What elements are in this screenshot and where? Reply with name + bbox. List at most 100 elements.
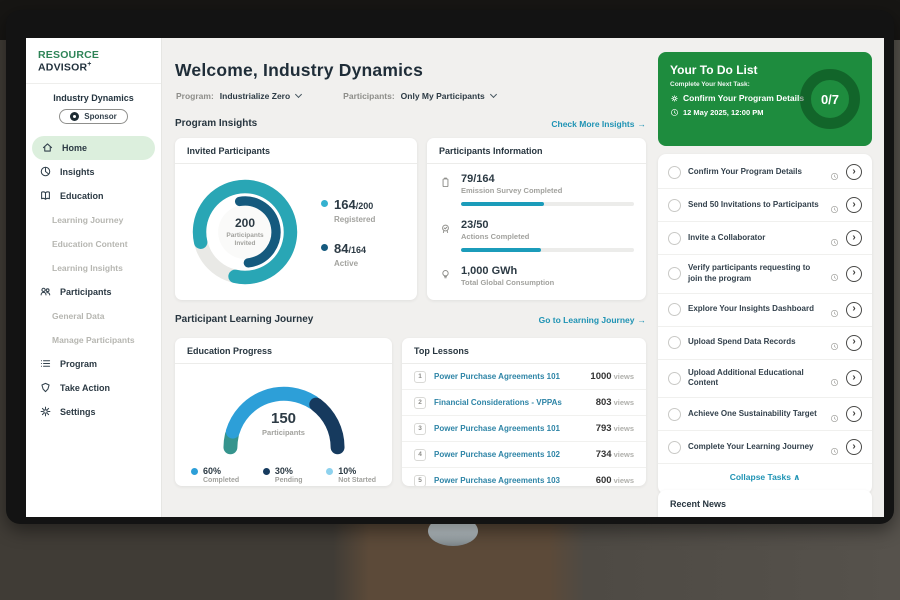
task-chevron-right-button[interactable]: › [846, 164, 862, 180]
gauge-center-value: 150 [270, 410, 297, 427]
task-chevron-right-button[interactable]: › [846, 439, 862, 456]
todo-due-date: 12 May 2025, 12:00 PM [683, 108, 764, 117]
task-label: Upload Spend Data Records [688, 337, 796, 347]
task-checkbox[interactable] [668, 165, 681, 179]
check-more-insights-link[interactable]: Check More Insights → [551, 118, 647, 129]
task-checkbox[interactable] [668, 198, 681, 212]
legend-label: Registered [334, 215, 376, 224]
learning-journey-header: Participant Learning Journey Go to Learn… [175, 314, 646, 325]
task-chevron-right-button[interactable]: › [846, 230, 862, 246]
task-chevron-right-button[interactable]: › [846, 334, 862, 351]
task-row-upload-additional-educational-content: Upload Additional Educational Content › [658, 360, 872, 399]
stat-total-global-consumption: 1,000 GWh Total Global Consumption [427, 256, 646, 289]
lesson-row: 3 Power Purchase Agreements 101 793 views [402, 416, 646, 442]
participants-information-card: Participants Information 79/164 Emission… [427, 138, 646, 300]
task-clock-icon [830, 234, 839, 246]
lesson-rank: 4 [414, 448, 426, 461]
page-title: Welcome, Industry Dynamics [175, 60, 424, 80]
go-to-learning-journey-link[interactable]: Go to Learning Journey → [538, 314, 646, 325]
home-icon [40, 141, 54, 155]
sidebar-item-manage-participants[interactable]: Manage Participants [26, 328, 161, 352]
program-icon [38, 357, 52, 371]
lesson-views: 803 views [595, 397, 634, 408]
todo-subtitle: Complete Your Next Task: [670, 81, 750, 88]
sidebar-item-program[interactable]: Program [26, 352, 161, 376]
lesson-row: 4 Power Purchase Agreements 102 734 views [402, 442, 646, 468]
lesson-link[interactable]: Financial Considerations - VPPAs [434, 398, 562, 407]
filter-bar: Program: Industrialize Zero Participants… [176, 90, 497, 101]
sidebar-item-label: Education Content [52, 238, 128, 249]
task-chevron-right-button[interactable]: › [846, 301, 862, 318]
legend-label: Pending [274, 477, 303, 484]
lesson-views: 734 views [595, 449, 634, 460]
legend-pct: 10% [338, 466, 357, 476]
todo-task-list: Confirm Your Program Details › Send 50 I… [658, 156, 872, 465]
legend-label: Active [334, 259, 359, 268]
filter-participants[interactable]: Participants: Only My Participants [343, 90, 497, 101]
stat-value: 1,000 GWh [461, 265, 518, 277]
take-action-icon [38, 381, 52, 395]
gear-icon [670, 94, 679, 103]
task-chevron-right-button[interactable]: › [846, 406, 862, 423]
sponsor-label: Sponsor [84, 111, 117, 121]
legend-total: /164 [348, 245, 366, 255]
insights-icon [38, 165, 52, 179]
sidebar-item-education[interactable]: Education [26, 184, 161, 208]
task-label: Verify participants requesting to join t… [688, 263, 811, 283]
sidebar-item-general-data[interactable]: General Data [26, 304, 161, 328]
education-progress-title: Education Progress [175, 338, 392, 364]
sidebar-item-home[interactable]: Home [32, 135, 155, 160]
legend-label: Completed [203, 477, 240, 484]
task-checkbox[interactable] [668, 267, 681, 281]
lesson-link[interactable]: Power Purchase Agreements 103 [434, 476, 560, 485]
task-row-confirm-your-program-details: Confirm Your Program Details › [658, 156, 872, 189]
sidebar-item-label: General Data [52, 310, 105, 321]
lesson-link[interactable]: Power Purchase Agreements 101 [434, 424, 560, 433]
sidebar-item-label: Take Action [60, 382, 111, 393]
task-checkbox[interactable] [668, 303, 681, 317]
task-chevron-right-button[interactable]: › [846, 265, 862, 282]
sidebar-item-label: Participants [60, 286, 112, 297]
sidebar-nav: Home Insights Education Learning Journey Edu… [26, 135, 161, 424]
legend-value: 164 [334, 197, 356, 212]
lesson-link[interactable]: Power Purchase Agreements 101 [434, 372, 560, 381]
task-checkbox[interactable] [668, 371, 681, 385]
gauge-legend-item-not-started: 10% Not Started [326, 466, 376, 484]
arrow-right-icon: → [637, 118, 647, 129]
sidebar: RESOURCE ADVISOR+ Industry Dynamics Spon… [26, 38, 162, 517]
todo-panel: Your To Do List Complete Your Next Task:… [658, 38, 872, 517]
stat-value: 23/50 [461, 219, 489, 231]
task-checkbox[interactable] [668, 231, 681, 245]
sidebar-item-take-action[interactable]: Take Action [26, 376, 161, 400]
lesson-views: 1000 views [590, 371, 634, 382]
bulb-icon [439, 268, 452, 281]
lesson-rank: 2 [414, 396, 426, 409]
sidebar-item-participants[interactable]: Participants [26, 280, 161, 304]
filter-program[interactable]: Program: Industrialize Zero [176, 90, 303, 101]
sidebar-item-learning-insights[interactable]: Learning Insights [26, 256, 161, 280]
task-checkbox[interactable] [668, 336, 681, 350]
invited-participants-title: Invited Participants [175, 138, 417, 164]
sidebar-item-label: Manage Participants [52, 334, 135, 345]
task-checkbox[interactable] [668, 407, 681, 421]
chevron-down-icon [489, 90, 497, 99]
task-clock-icon [830, 338, 839, 351]
task-checkbox[interactable] [668, 440, 681, 454]
task-chevron-right-button[interactable]: › [846, 197, 862, 213]
collapse-tasks-link[interactable]: Collapse Tasks ∧ [729, 472, 801, 483]
lesson-link[interactable]: Power Purchase Agreements 102 [434, 450, 560, 459]
program-insights-header: Program Insights Check More Insights → [175, 118, 646, 129]
stat-progress-bar [461, 202, 634, 206]
sponsor-badge[interactable]: Sponsor [59, 108, 128, 124]
top-lessons-list: 1 Power Purchase Agreements 101 1000 view… [402, 364, 646, 486]
sidebar-item-learning-journey[interactable]: Learning Journey [26, 208, 161, 232]
sidebar-item-education-content[interactable]: Education Content [26, 232, 161, 256]
sidebar-item-settings[interactable]: Settings [26, 400, 161, 424]
donut-legend-item-active: 84/164 Active [321, 240, 375, 268]
legend-dot-icon [262, 468, 270, 475]
sidebar-item-insights[interactable]: Insights [26, 160, 161, 184]
task-chevron-right-button[interactable]: › [846, 370, 862, 387]
settings-icon [38, 405, 52, 419]
todo-title: Your To Do List [670, 63, 758, 77]
donut-center-label: Participants Invited [226, 231, 264, 247]
